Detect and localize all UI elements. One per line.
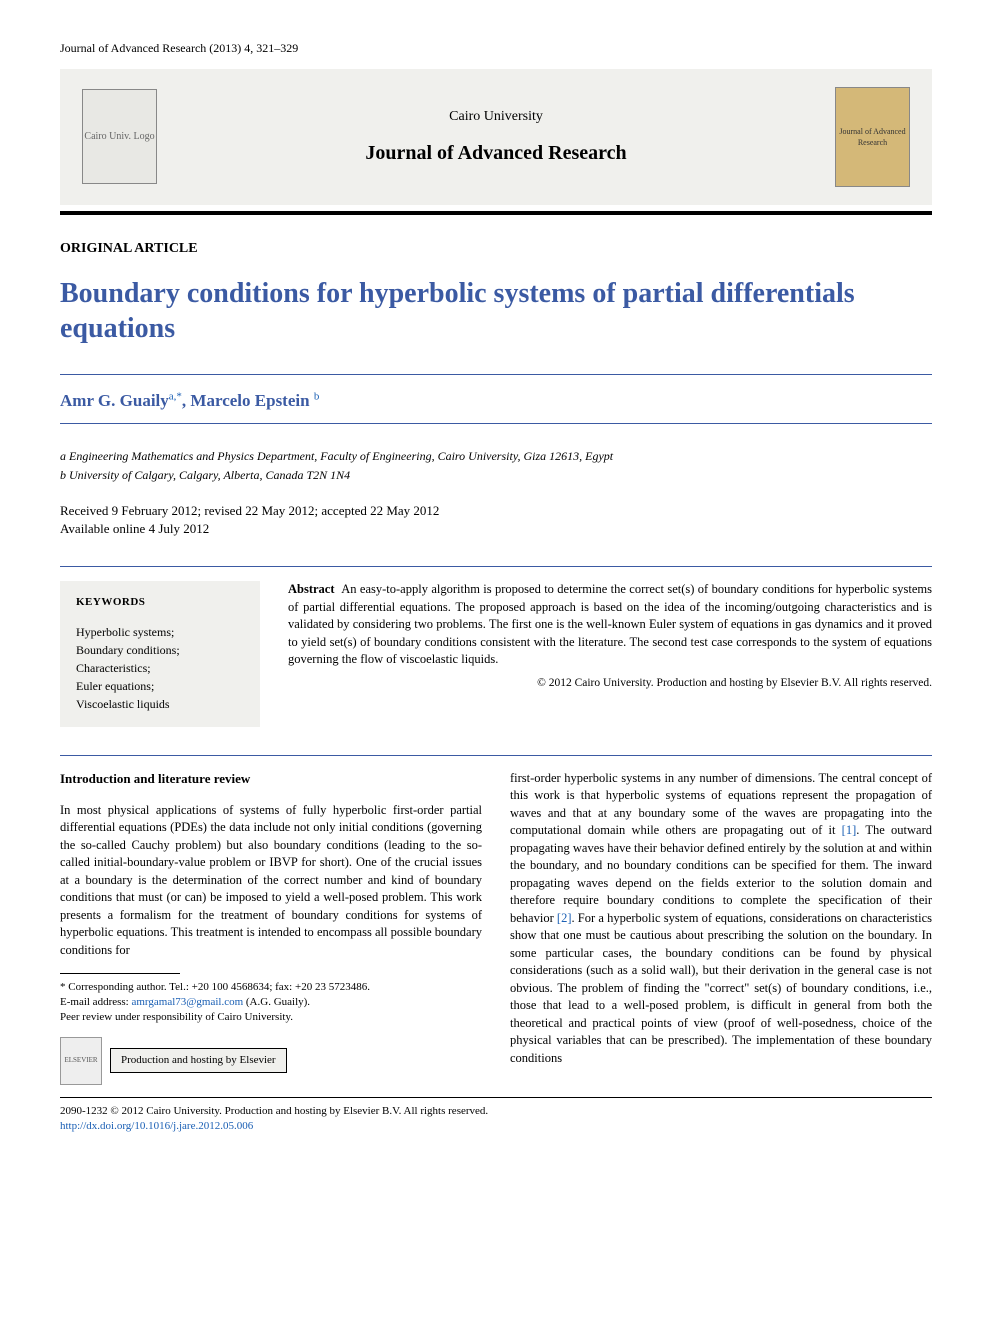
title-rule-top xyxy=(60,374,932,375)
email-label: E-mail address: xyxy=(60,996,131,1008)
intro-text-b: . The outward propagating waves have the… xyxy=(510,823,932,925)
article-dates: Received 9 February 2012; revised 22 May… xyxy=(60,502,932,538)
hosting-box: Production and hosting by Elsevier xyxy=(110,1048,287,1073)
abstract-copyright: © 2012 Cairo University. Production and … xyxy=(288,675,932,691)
author-2: , Marcelo Epstein xyxy=(182,391,310,410)
dates-received: Received 9 February 2012; revised 22 May… xyxy=(60,502,932,520)
journal-cover-thumbnail: Journal of Advanced Research xyxy=(835,87,910,187)
article-type: ORIGINAL ARTICLE xyxy=(60,239,932,259)
title-rule-bottom xyxy=(60,423,932,424)
footer-block: 2090-1232 © 2012 Cairo University. Produ… xyxy=(60,1104,932,1135)
footer-rule xyxy=(60,1097,932,1098)
journal-citation: Journal of Advanced Research (2013) 4, 3… xyxy=(60,40,932,57)
elsevier-hosting-row: ELSEVIER Production and hosting by Elsev… xyxy=(60,1037,482,1085)
footer-copyright: 2090-1232 © 2012 Cairo University. Produ… xyxy=(60,1104,932,1119)
affiliation-b: b University of Calgary, Calgary, Albert… xyxy=(60,467,932,484)
intro-paragraph-right: first-order hyperbolic systems in any nu… xyxy=(510,770,932,1068)
intro-text-c: . For a hyperbolic system of equations, … xyxy=(510,911,932,1065)
peer-review-note: Peer review under responsibility of Cair… xyxy=(60,1010,482,1025)
keywords-heading: KEYWORDS xyxy=(76,595,244,610)
intro-heading: Introduction and literature review xyxy=(60,770,482,788)
reference-link-2[interactable]: [2] xyxy=(557,911,572,925)
footnote-rule xyxy=(60,973,180,974)
header-rule xyxy=(60,211,932,215)
author-1: Amr G. Guaily xyxy=(60,391,169,410)
abstract-row: KEYWORDS Hyperbolic systems; Boundary co… xyxy=(60,581,932,726)
abstract-block: Abstract An easy-to-apply algorithm is p… xyxy=(288,581,932,726)
elsevier-logo-icon: ELSEVIER xyxy=(60,1037,102,1085)
corresponding-author: * Corresponding author. Tel.: +20 100 45… xyxy=(60,980,482,995)
author-2-affil[interactable]: b xyxy=(314,391,320,403)
abstract-text: An easy-to-apply algorithm is proposed t… xyxy=(288,582,932,666)
author-email-link[interactable]: amrgamal73@gmail.com xyxy=(131,996,243,1008)
body-column-right: first-order hyperbolic systems in any nu… xyxy=(510,770,932,1085)
reference-link-1[interactable]: [1] xyxy=(842,823,857,837)
affiliation-a: a Engineering Mathematics and Physics De… xyxy=(60,448,932,465)
publisher-logo: Cairo Univ. Logo xyxy=(82,89,157,184)
email-paren: (A.G. Guaily). xyxy=(243,996,310,1008)
abstract-label: Abstract xyxy=(288,582,335,596)
email-line: E-mail address: amrgamal73@gmail.com (A.… xyxy=(60,995,482,1010)
dates-rule xyxy=(60,566,932,567)
abstract-rule xyxy=(60,755,932,756)
footnote-block: * Corresponding author. Tel.: +20 100 45… xyxy=(60,980,482,1085)
doi-link[interactable]: http://dx.doi.org/10.1016/j.jare.2012.05… xyxy=(60,1120,253,1132)
keywords-list: Hyperbolic systems; Boundary conditions;… xyxy=(76,623,244,713)
university-name: Cairo University xyxy=(157,107,835,127)
affiliations: a Engineering Mathematics and Physics De… xyxy=(60,448,932,484)
keywords-box: KEYWORDS Hyperbolic systems; Boundary co… xyxy=(60,581,260,726)
author-1-affil[interactable]: a,* xyxy=(169,391,182,403)
intro-paragraph-left: In most physical applications of systems… xyxy=(60,802,482,960)
journal-header-block: Cairo Univ. Logo Cairo University Journa… xyxy=(60,69,932,205)
journal-name: Journal of Advanced Research xyxy=(157,139,835,167)
body-columns: Introduction and literature review In mo… xyxy=(60,770,932,1085)
dates-online: Available online 4 July 2012 xyxy=(60,520,932,538)
authors: Amr G. Guailya,*, Marcelo Epstein b xyxy=(60,389,932,413)
article-title: Boundary conditions for hyperbolic syste… xyxy=(60,276,932,346)
journal-title-block: Cairo University Journal of Advanced Res… xyxy=(157,107,835,167)
body-column-left: Introduction and literature review In mo… xyxy=(60,770,482,1085)
